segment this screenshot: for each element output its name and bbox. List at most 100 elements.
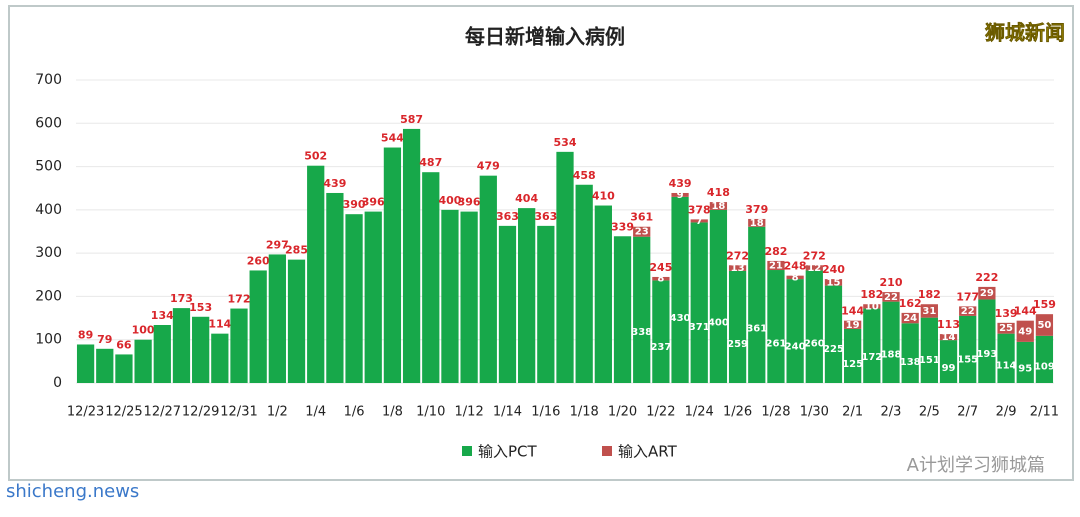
x-tick-label: 1/6 xyxy=(344,405,365,420)
x-tick-label: 1/10 xyxy=(416,405,445,420)
bar-segment xyxy=(307,165,325,383)
segment-label: 23 xyxy=(635,227,649,238)
bar-segment xyxy=(230,308,248,383)
segment-label: 260 xyxy=(804,339,825,350)
total-label: 458 xyxy=(573,169,596,182)
x-tick-label: 12/25 xyxy=(105,405,142,420)
total-label: 282 xyxy=(764,245,787,258)
segment-label: 13 xyxy=(731,263,745,274)
watermark: 狮城新闻 xyxy=(985,21,1065,45)
total-label: 153 xyxy=(189,301,212,314)
segment-label: 95 xyxy=(1018,364,1032,375)
chart-title: 每日新增输入病例 xyxy=(465,25,625,49)
bar-segment xyxy=(172,308,191,383)
bar-segment xyxy=(901,323,919,383)
bar-segment xyxy=(518,208,536,383)
x-tick-label: 1/26 xyxy=(723,405,752,420)
x-tick-label: 12/27 xyxy=(144,405,181,420)
bar-segment xyxy=(748,226,766,383)
x-tick-label: 1/2 xyxy=(267,405,288,420)
total-label: 177 xyxy=(956,290,979,303)
bar-segment xyxy=(364,211,382,383)
segment-label: 22 xyxy=(884,292,898,303)
total-label: 222 xyxy=(975,271,998,284)
bar-segment xyxy=(1016,341,1034,383)
bar-segment xyxy=(920,317,938,383)
x-tick-label: 12/29 xyxy=(182,405,219,420)
total-label: 210 xyxy=(880,276,903,289)
segment-label: 240 xyxy=(785,342,806,353)
x-tick-label: 1/18 xyxy=(570,405,599,420)
segment-label: 15 xyxy=(827,277,841,288)
bar-segment xyxy=(498,225,517,383)
total-label: 172 xyxy=(228,293,251,306)
segment-label: 50 xyxy=(1037,320,1051,331)
y-tick-label: 100 xyxy=(35,332,62,348)
total-label: 100 xyxy=(132,324,155,337)
y-tick-label: 300 xyxy=(35,245,62,261)
bar-segment xyxy=(192,316,210,383)
segment-label: 114 xyxy=(996,361,1017,372)
bar-segment xyxy=(633,226,651,237)
total-label: 272 xyxy=(726,249,749,262)
total-label: 439 xyxy=(323,177,346,190)
total-label: 134 xyxy=(151,309,174,322)
x-tick-label: 1/20 xyxy=(608,405,637,420)
total-label: 159 xyxy=(1033,298,1056,311)
bar-segment xyxy=(805,270,823,383)
total-label: 285 xyxy=(285,244,308,257)
bar-segment xyxy=(441,209,459,383)
bar-segment xyxy=(575,184,593,383)
bar-segment xyxy=(326,192,344,383)
segment-label: 49 xyxy=(1018,326,1032,337)
x-tick-label: 1/16 xyxy=(531,405,560,420)
bar-segment xyxy=(882,292,900,302)
total-label: 144 xyxy=(1014,305,1037,318)
x-tick-label: 1/14 xyxy=(493,405,522,420)
bar-segment xyxy=(786,279,804,383)
total-label: 144 xyxy=(841,305,864,318)
bar-segment xyxy=(767,260,785,271)
total-label: 390 xyxy=(343,198,366,211)
bar-segment xyxy=(997,333,1015,383)
segment-label: 188 xyxy=(881,350,902,361)
bar-segment xyxy=(652,280,670,383)
bar-segment xyxy=(613,236,632,383)
bar-segment xyxy=(690,219,708,223)
bar-segment xyxy=(978,299,996,383)
legend-swatch xyxy=(602,446,612,456)
bar-segment xyxy=(920,304,938,318)
segment-label: 31 xyxy=(922,306,936,317)
bar-segment xyxy=(863,308,881,383)
x-tick-label: 2/3 xyxy=(881,405,902,420)
total-label: 79 xyxy=(97,333,112,346)
total-label: 173 xyxy=(170,292,193,305)
bar-segment xyxy=(76,344,95,383)
total-label: 404 xyxy=(515,192,538,205)
segment-label: 193 xyxy=(976,349,997,360)
total-label: 162 xyxy=(899,297,922,310)
bar-segment xyxy=(1035,335,1054,383)
segment-label: 400 xyxy=(708,317,729,328)
y-tick-label: 500 xyxy=(35,159,62,175)
x-tick-label: 12/23 xyxy=(67,405,104,420)
bar-segment xyxy=(556,151,574,383)
bar-segment xyxy=(690,222,708,383)
bar-segment xyxy=(422,172,440,383)
x-tick-label: 1/30 xyxy=(800,405,829,420)
legend-swatch xyxy=(462,446,472,456)
y-tick-label: 700 xyxy=(35,72,62,88)
segment-label: 8 xyxy=(657,274,664,285)
segment-label: 338 xyxy=(631,327,652,338)
bar-segment xyxy=(460,211,478,383)
segment-label: 29 xyxy=(980,288,994,299)
segment-label: 14 xyxy=(942,332,956,343)
bar-segment xyxy=(767,270,785,383)
bar-segment xyxy=(345,214,363,383)
bar-segment xyxy=(786,275,804,280)
segment-label: 155 xyxy=(957,355,978,366)
total-label: 182 xyxy=(918,288,941,301)
bar-segment xyxy=(1035,314,1054,336)
bar-segment xyxy=(728,265,747,271)
